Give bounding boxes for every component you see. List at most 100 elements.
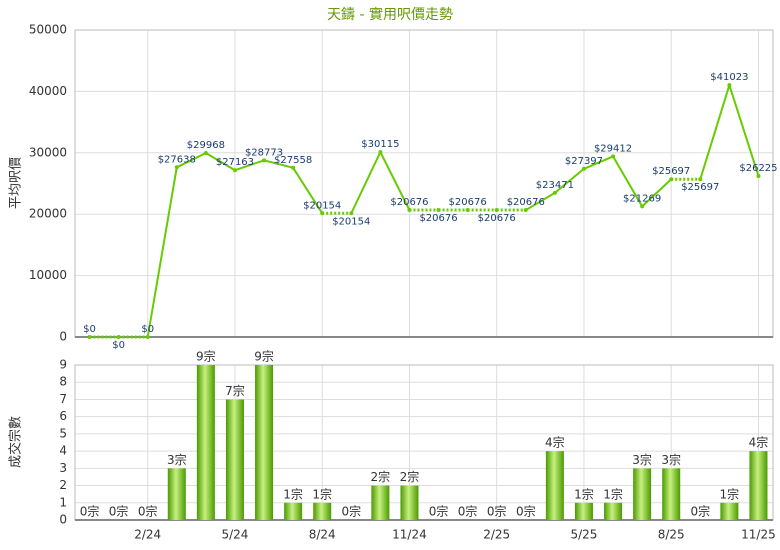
line-segment [146,167,178,338]
data-label: $20676 [419,213,457,224]
x-tick-label: 11/25 [741,528,776,542]
data-label: 0宗 [690,504,710,519]
y-axis-label: 平均呎價 [9,157,24,209]
data-label: 0宗 [109,504,129,519]
bar [749,451,768,520]
data-label: 1宗 [312,486,332,501]
point [87,335,92,339]
point [552,190,557,195]
data-label: $29968 [187,140,225,151]
bar [255,365,274,520]
x-tick-label: 8/25 [658,528,685,542]
data-label: $0 [141,324,154,335]
bar [167,468,186,520]
data-label: 1宗 [574,486,594,501]
data-label: $23471 [536,180,574,191]
point [291,165,296,170]
data-label: $0 [112,340,125,351]
data-label: 9宗 [254,349,274,364]
data-label: 1宗 [283,486,303,501]
bar [604,502,623,520]
data-label: 0宗 [341,504,361,519]
point [727,83,732,88]
point [407,208,412,213]
y-tick-label: 50000 [29,23,67,37]
plot-frame [74,29,774,338]
point [640,204,645,209]
y-tick-label: 0 [59,513,67,527]
point [203,150,208,155]
line-segment [554,168,585,194]
data-label: $28773 [245,147,283,158]
line-segment [350,151,382,214]
point [262,158,267,163]
line-segment [292,167,324,214]
data-label: $27163 [216,157,254,168]
data-label: $27638 [158,154,196,165]
point [611,154,616,159]
point [174,165,179,170]
data-label: 3宗 [167,452,187,467]
data-label: $25697 [652,166,690,177]
y-tick-label: 5 [59,426,67,440]
line-segment [583,155,614,170]
bar [225,399,244,520]
data-label: $29412 [594,143,632,154]
data-label: $20676 [478,213,516,224]
bar [574,502,593,520]
y-tick-label: 0 [59,330,67,344]
y-tick-label: 10000 [29,268,67,282]
data-label: $27558 [274,155,312,166]
x-tick-label: 2/24 [134,528,161,542]
data-label: 0宗 [429,504,449,519]
line-path [90,85,759,337]
point [378,150,383,155]
y-tick-label: 7 [59,392,67,406]
bar [720,502,739,520]
point [320,211,325,216]
line-segment [525,192,556,211]
y-tick-label: 20000 [29,207,67,221]
point [669,177,674,182]
bar [313,502,332,520]
point [145,335,150,339]
y-tick-label: 9 [59,358,67,372]
line-segment [699,84,731,180]
data-label: $41023 [710,72,748,83]
line-segment [234,159,265,172]
line-segment [728,84,760,177]
line-segment [205,152,236,172]
line-segment [641,178,672,208]
data-label: $30115 [361,139,399,150]
point [756,173,761,178]
point [232,168,237,173]
data-label: 0宗 [138,504,158,519]
data-label: 0宗 [516,504,536,519]
y-tick-label: 30000 [29,145,67,159]
point [581,166,586,171]
x-tick-label: 8/24 [309,528,336,542]
data-label: $0 [83,324,96,335]
data-label: 7宗 [225,383,245,398]
line-segment [379,151,411,211]
point [436,208,441,213]
y-axis-label: 成交宗數 [8,416,24,468]
bar [371,485,390,520]
point [698,177,703,182]
point [523,208,528,213]
x-tick-label: 2/25 [483,528,510,542]
data-label: 0宗 [80,504,100,519]
x-tick-label: 5/25 [570,528,597,542]
point [349,211,354,216]
data-label: 4宗 [749,435,769,450]
data-label: 3宗 [632,452,652,467]
bar [400,485,419,520]
line-segment [612,155,643,207]
x-tick-label: 11/24 [392,528,427,542]
data-label: 0宗 [487,504,507,519]
line-segment [263,159,294,169]
y-tick-label: 1 [59,495,67,509]
data-label: 3宗 [661,452,681,467]
point [465,208,470,213]
